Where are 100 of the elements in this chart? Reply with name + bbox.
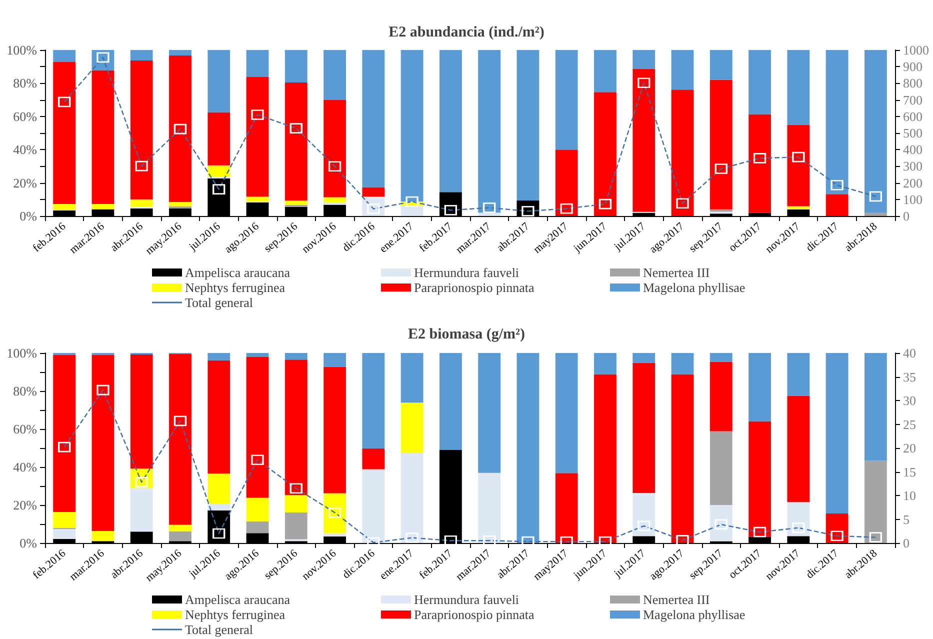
bar: [826, 194, 848, 216]
bar: [208, 353, 230, 360]
y-tick-label: 100%: [6, 42, 38, 58]
bar: [400, 353, 424, 403]
bar: [710, 362, 732, 432]
bar: [362, 469, 385, 543]
bar: [246, 521, 269, 534]
legend-label: Nephtys ferruginea: [185, 280, 286, 295]
bar: [632, 353, 656, 363]
bar: [208, 504, 230, 510]
y2-tick-label: 15: [903, 464, 916, 480]
y-tick-label: 0%: [20, 536, 38, 550]
bar: [246, 196, 269, 202]
bar: [208, 165, 230, 177]
bar: [362, 353, 385, 448]
bar: [284, 82, 308, 201]
chart-title: E2 abundancia (ind./m²): [388, 24, 544, 40]
bar: [208, 112, 230, 166]
legend-label: Paraprionospio pinnata: [414, 280, 534, 295]
bar: [53, 528, 76, 540]
y-tick-label: 100%: [6, 346, 38, 360]
bar: [439, 50, 462, 192]
bar: [478, 212, 501, 216]
bar: [400, 206, 424, 216]
bar: [53, 354, 76, 512]
y-tick-label: 80%: [13, 384, 38, 398]
bar: [324, 100, 346, 198]
y2-tick-label: 600: [903, 108, 922, 124]
y2-tick-label: 1000: [903, 42, 929, 58]
y2-tick-label: 35: [903, 369, 916, 384]
bar: [555, 150, 578, 216]
y2-tick-label: 700: [903, 92, 922, 108]
y2-tick-label: 500: [903, 126, 922, 140]
bar: [324, 353, 346, 367]
y-tick-label: 60%: [13, 108, 38, 124]
bar: [787, 396, 810, 502]
bar: [671, 90, 694, 216]
bar: [748, 50, 771, 114]
legend-label: Nemertea III: [643, 592, 710, 607]
bar: [710, 353, 732, 362]
y2-tick-label: 0: [903, 208, 910, 224]
bar: [864, 353, 887, 461]
legend-label: Magelona phyllisae: [643, 607, 746, 622]
y-tick-label: 80%: [13, 76, 38, 91]
bar: [92, 531, 114, 542]
y2-tick-label: 0: [903, 536, 910, 550]
bar: [130, 50, 153, 60]
y-tick-label: 20%: [13, 498, 38, 512]
bar: [246, 50, 269, 78]
bar: [208, 473, 230, 504]
bar: [671, 50, 694, 90]
y2-tick-label: 100: [903, 192, 922, 207]
bar: [169, 202, 192, 206]
y-tick-label: 20%: [13, 175, 38, 190]
bar: [516, 50, 540, 201]
bar: [516, 353, 540, 543]
bar: [594, 50, 616, 92]
bar: [92, 354, 114, 532]
bar: [284, 353, 308, 360]
bar: [246, 77, 269, 197]
bar: [169, 50, 192, 56]
bar: [246, 356, 269, 498]
bar: [787, 353, 810, 396]
y2-tick-label: 200: [903, 175, 922, 190]
bar: [748, 353, 771, 422]
bar: [826, 353, 848, 514]
legend-label: Ampelisca araucana: [185, 265, 290, 280]
legend-label: Ampelisca araucana: [185, 592, 290, 607]
bar: [284, 512, 308, 540]
y2-tick-label: 300: [903, 158, 922, 174]
bar: [478, 472, 501, 543]
bar: [362, 448, 385, 470]
y2-tick-label: 400: [903, 142, 922, 158]
bar: [671, 353, 694, 374]
bar: [555, 473, 578, 543]
y2-tick-label: 40: [903, 346, 916, 360]
legend-label: Total general: [185, 295, 254, 310]
bar: [53, 204, 76, 210]
y-tick-label: 60%: [13, 422, 38, 436]
bar: [478, 50, 501, 213]
bar: [787, 124, 810, 206]
legend-label: Total general: [185, 622, 254, 637]
legend-label: Magelona phyllisae: [643, 280, 746, 295]
legend-label: Nemertea III: [643, 265, 710, 280]
bar: [208, 360, 230, 474]
bar: [710, 50, 732, 80]
bar: [362, 187, 385, 197]
y2-tick-label: 900: [903, 59, 922, 74]
bar: [324, 366, 346, 494]
bar: [787, 502, 810, 536]
y2-tick-label: 25: [903, 416, 916, 432]
bar: [324, 493, 346, 534]
bar: [362, 50, 385, 188]
bar: [246, 353, 269, 357]
bar: [400, 452, 424, 543]
bar: [710, 505, 732, 542]
bar: [439, 353, 462, 450]
bar: [710, 431, 732, 505]
y2-tick-label: 800: [903, 76, 922, 91]
bar: [671, 374, 694, 543]
